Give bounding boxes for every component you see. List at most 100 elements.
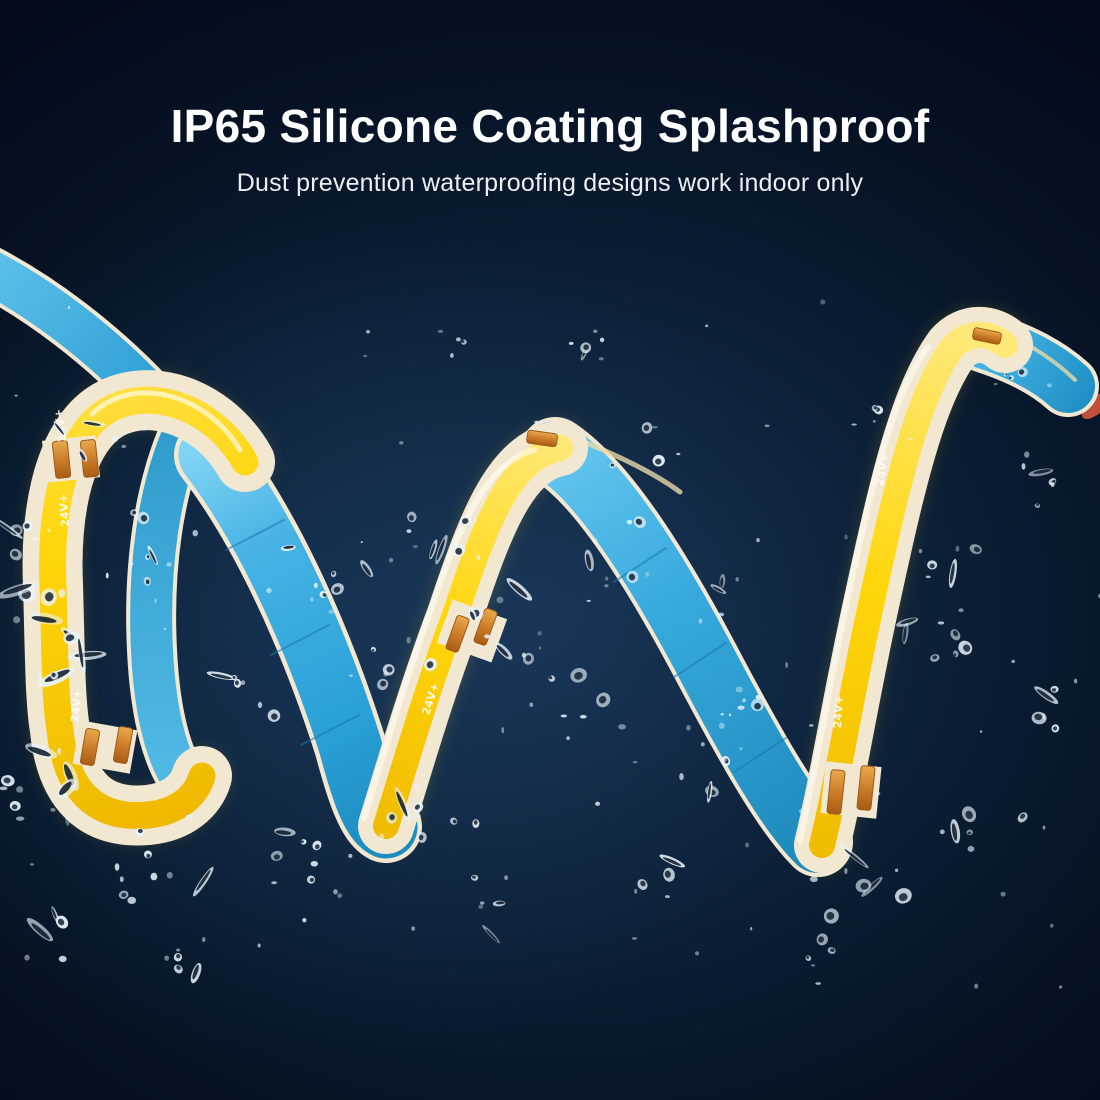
droplet — [1024, 451, 1030, 458]
droplet — [717, 612, 725, 617]
strip-loop1-backside — [126, 405, 217, 815]
droplet — [811, 964, 815, 967]
droplet-speck — [799, 808, 803, 814]
droplet — [872, 420, 876, 423]
droplet-speck — [705, 324, 709, 328]
strip-voltage-marking: 24V+ — [57, 493, 72, 527]
droplet — [737, 705, 745, 710]
solder-pad — [112, 726, 134, 764]
droplet — [735, 577, 739, 582]
droplet — [26, 917, 54, 942]
droplet — [484, 634, 491, 639]
droplet — [312, 840, 322, 851]
droplet — [379, 833, 385, 840]
droplet — [9, 548, 22, 561]
droplet — [319, 591, 327, 599]
strip-voltage-marking: 24V+ — [873, 452, 892, 487]
droplet — [478, 904, 484, 909]
droplet — [961, 806, 977, 823]
droplet — [1028, 468, 1054, 477]
droplet — [121, 444, 127, 449]
droplet-speck — [337, 893, 343, 899]
droplet — [16, 786, 24, 793]
droplet-speck — [586, 599, 591, 602]
droplet — [459, 515, 473, 527]
droplet-speck — [366, 329, 371, 334]
droplet — [579, 714, 587, 719]
droplet — [270, 850, 283, 861]
droplet — [474, 518, 477, 523]
droplet-speck — [979, 730, 983, 733]
droplet — [377, 678, 389, 691]
droplet — [78, 448, 88, 462]
droplet-speck — [67, 305, 71, 310]
droplet — [522, 652, 534, 665]
droplet — [1050, 685, 1059, 693]
droplet — [58, 955, 67, 963]
droplet — [185, 814, 194, 819]
droplet — [145, 554, 151, 561]
droplet-speck — [907, 437, 913, 441]
droplet — [58, 588, 66, 598]
droplet — [560, 714, 568, 718]
droplet-speck — [750, 926, 753, 931]
droplet — [394, 786, 412, 822]
droplet-speck — [349, 674, 353, 677]
droplet — [461, 339, 467, 345]
droplet — [406, 636, 411, 644]
droplet-speck — [360, 541, 363, 544]
droplet — [939, 829, 945, 835]
droplet — [472, 819, 480, 829]
droplet — [267, 709, 281, 722]
droplet — [950, 819, 961, 844]
droplet — [1017, 367, 1028, 378]
droplet-speck — [30, 863, 34, 866]
droplet — [698, 618, 703, 624]
droplet-speck — [875, 791, 881, 796]
droplet — [851, 423, 857, 426]
droplet — [0, 515, 23, 539]
droplet-speck — [700, 742, 705, 747]
droplet — [233, 678, 242, 688]
droplet — [150, 872, 158, 881]
droplet-speck — [645, 571, 650, 577]
droplet — [504, 875, 508, 881]
droplet — [470, 874, 479, 881]
droplet — [637, 879, 648, 891]
strip-cut-lines — [225, 519, 360, 746]
droplet — [452, 543, 466, 557]
droplet — [626, 570, 639, 584]
droplet — [328, 609, 335, 614]
droplet — [952, 650, 959, 658]
droplet-speck — [14, 394, 18, 397]
droplet-speck — [70, 546, 73, 550]
droplet — [50, 671, 59, 680]
droplet — [871, 404, 878, 412]
droplet — [609, 462, 616, 469]
droplet — [0, 582, 38, 599]
droplet-speck — [47, 528, 51, 533]
voltage-markings: 24V+ 24V+ 24V+ 24V+ 24V+ 24V+ — [52, 408, 892, 728]
droplet — [676, 452, 681, 456]
droplet — [492, 900, 506, 907]
droplet — [626, 519, 633, 525]
droplet — [147, 545, 158, 565]
droplet-speck — [363, 354, 368, 358]
droplet — [496, 596, 504, 604]
droplet — [173, 953, 183, 962]
droplet — [930, 654, 940, 662]
droplet — [598, 357, 604, 361]
droplet-speck — [1000, 891, 1006, 897]
droplet — [331, 583, 344, 595]
droplet — [1003, 372, 1008, 377]
droplet — [633, 516, 646, 529]
solder-pad — [856, 765, 876, 811]
droplet — [958, 640, 973, 655]
strip-voltage-marking: 24V+ — [69, 689, 85, 723]
droplet-speck — [808, 724, 814, 727]
droplet — [134, 827, 145, 836]
droplet — [967, 845, 975, 852]
droplet-speck — [163, 627, 167, 631]
led-strip-illustration: 24V+ 24V+ 24V+ 24V+ 24V+ 24V+ — [0, 247, 1100, 877]
